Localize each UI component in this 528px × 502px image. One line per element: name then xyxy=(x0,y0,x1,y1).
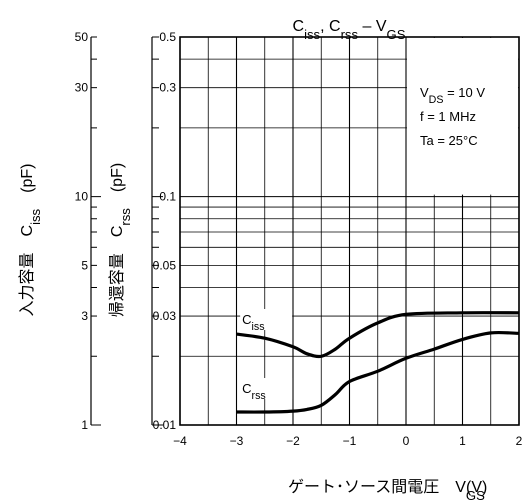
crss-tick-label: 0.05 xyxy=(153,258,177,272)
labels-layer: 0.01 0.03 0.05 0.1 0.3 0.5 1 3 5 10 30 50 −4 −3 −2 −1 0 1… xyxy=(18,18,523,502)
crss-tick-label: 0.03 xyxy=(153,309,177,323)
series-label: Crss xyxy=(242,381,266,402)
ciss-tick-label: 50 xyxy=(75,30,89,44)
ciss-axis-label-text: 入力容量 Ciss (pF) xyxy=(18,164,43,317)
crss-tick-label: 0.1 xyxy=(159,190,176,204)
ciss-tick-label: 5 xyxy=(81,258,88,272)
x-tick-label: −2 xyxy=(286,434,300,448)
x-tick-label: 1 xyxy=(459,434,466,448)
condition-text: Ta = 25°C xyxy=(420,133,478,148)
series-line xyxy=(236,330,520,414)
crss-tick-label: 0.5 xyxy=(159,30,176,44)
conditions-box xyxy=(407,38,518,195)
x-tick-label: 0 xyxy=(403,434,410,448)
axes-layer xyxy=(90,36,520,426)
crss-axis-label: 帰還容量 Crss (pF) xyxy=(108,163,133,317)
chart-title: Ciss, Crss – VGS xyxy=(293,18,406,42)
x-tick-label: −1 xyxy=(343,434,357,448)
condition-text: VDS = 10 V xyxy=(420,85,485,106)
crss-axis-label-text: 帰還容量 Crss (pF) xyxy=(108,163,133,317)
series-line xyxy=(236,311,520,359)
ciss-tick-label: 1 xyxy=(81,418,88,432)
x-tick-label: 2 xyxy=(516,434,523,448)
ciss-tick-label: 3 xyxy=(81,309,88,323)
ciss-axis-label: 入力容量 Ciss (pF) xyxy=(18,164,43,317)
series-label-bg xyxy=(240,309,293,330)
x-tick-label: −4 xyxy=(173,434,187,448)
ciss-tick-label: 30 xyxy=(75,81,89,95)
x-tick-label: −3 xyxy=(230,434,244,448)
x-axis-label: ゲート･ソース間電圧 VGS xyxy=(288,478,485,502)
series-label: Ciss xyxy=(242,312,264,333)
series-label-bg xyxy=(240,378,293,399)
x-axis-unit: (V) xyxy=(466,479,487,496)
plot-frame xyxy=(179,36,520,426)
crss-tick-label: 0.01 xyxy=(153,418,177,432)
condition-text: f = 1 MHz xyxy=(420,109,476,124)
series-layer: Ciss Crss xyxy=(236,309,520,414)
ciss-tick-label: 10 xyxy=(75,190,89,204)
crss-tick-label: 0.3 xyxy=(159,81,176,95)
